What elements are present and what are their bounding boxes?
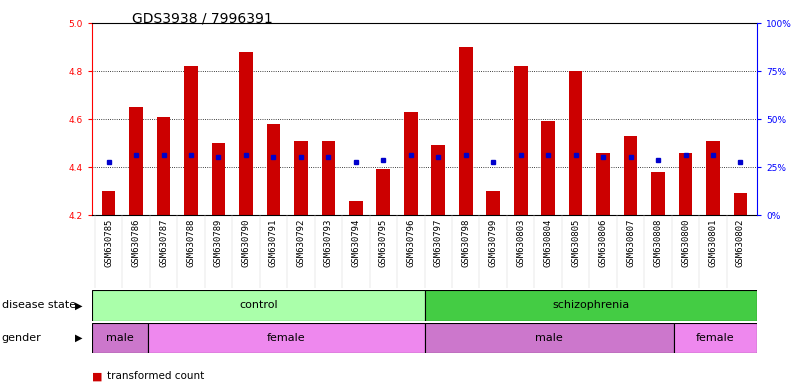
Text: GSM630792: GSM630792 <box>296 219 305 267</box>
Bar <box>294 141 308 215</box>
Bar <box>404 112 417 215</box>
Bar <box>678 153 692 215</box>
Bar <box>321 141 336 215</box>
Text: GSM630804: GSM630804 <box>544 219 553 267</box>
Text: control: control <box>239 300 278 310</box>
Text: GSM630787: GSM630787 <box>159 219 168 267</box>
Text: GSM630788: GSM630788 <box>187 219 195 267</box>
Bar <box>734 194 747 215</box>
Bar <box>425 290 757 321</box>
Text: GSM630807: GSM630807 <box>626 219 635 267</box>
Bar <box>157 117 171 215</box>
Bar <box>239 52 253 215</box>
Bar <box>211 143 225 215</box>
Text: GSM630800: GSM630800 <box>681 219 690 267</box>
Text: schizophrenia: schizophrenia <box>552 300 630 310</box>
Bar <box>541 121 555 215</box>
Text: GSM630797: GSM630797 <box>434 219 443 267</box>
Text: ▶: ▶ <box>75 333 83 343</box>
Text: GSM630791: GSM630791 <box>269 219 278 267</box>
Bar <box>651 172 665 215</box>
Text: male: male <box>535 333 563 343</box>
Bar <box>706 141 720 215</box>
Text: GSM630796: GSM630796 <box>406 219 415 267</box>
Text: disease state: disease state <box>2 300 76 310</box>
Text: male: male <box>106 333 134 343</box>
Text: female: female <box>696 333 735 343</box>
Bar <box>569 71 582 215</box>
Text: GSM630806: GSM630806 <box>598 219 608 267</box>
Text: gender: gender <box>2 333 42 343</box>
Text: GSM630793: GSM630793 <box>324 219 333 267</box>
Text: GSM630803: GSM630803 <box>516 219 525 267</box>
Bar <box>92 323 147 353</box>
Bar <box>674 323 757 353</box>
Bar <box>102 191 115 215</box>
Text: GSM630795: GSM630795 <box>379 219 388 267</box>
Text: GDS3938 / 7996391: GDS3938 / 7996391 <box>132 12 273 25</box>
Bar <box>624 136 638 215</box>
Bar <box>459 47 473 215</box>
Text: GSM630802: GSM630802 <box>736 219 745 267</box>
Bar <box>92 290 425 321</box>
Bar <box>129 107 143 215</box>
Text: GSM630789: GSM630789 <box>214 219 223 267</box>
Text: ▶: ▶ <box>75 300 83 310</box>
Text: transformed count: transformed count <box>107 371 203 381</box>
Bar <box>184 66 198 215</box>
Bar <box>513 66 528 215</box>
Text: GSM630790: GSM630790 <box>241 219 251 267</box>
Bar <box>147 323 425 353</box>
Bar <box>349 201 363 215</box>
Text: GSM630798: GSM630798 <box>461 219 470 267</box>
Text: GSM630785: GSM630785 <box>104 219 113 267</box>
Bar <box>376 169 390 215</box>
Text: female: female <box>267 333 305 343</box>
Bar <box>486 191 500 215</box>
Bar <box>432 146 445 215</box>
Text: GSM630801: GSM630801 <box>709 219 718 267</box>
Bar <box>596 153 610 215</box>
Text: GSM630786: GSM630786 <box>131 219 140 267</box>
Text: GSM630805: GSM630805 <box>571 219 580 267</box>
Text: GSM630794: GSM630794 <box>352 219 360 267</box>
Text: GSM630799: GSM630799 <box>489 219 497 267</box>
Text: ■: ■ <box>92 371 103 381</box>
Bar <box>267 124 280 215</box>
Bar <box>425 323 674 353</box>
Text: GSM630808: GSM630808 <box>654 219 662 267</box>
